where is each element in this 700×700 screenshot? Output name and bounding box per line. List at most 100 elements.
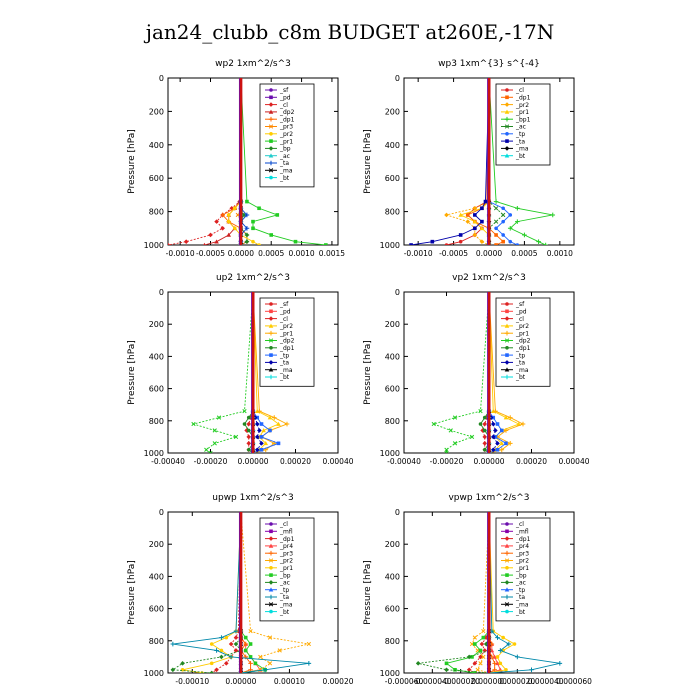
data-point [248, 655, 253, 659]
y-tick-label: 200 [385, 320, 400, 329]
y-tick-label: 0 [159, 508, 164, 517]
data-point [223, 661, 229, 666]
x-tick-label: 0.0005 [258, 249, 284, 258]
data-point [170, 641, 176, 647]
series-pr1 [240, 78, 328, 245]
data-point [508, 213, 513, 217]
series-line [488, 292, 499, 453]
y-tick-label: 200 [149, 107, 164, 116]
data-point [501, 219, 505, 224]
legend-label: _ma [515, 367, 529, 374]
x-tick-label: 0.0000 [476, 249, 502, 258]
y-axis-label: Pressure [hPa] [127, 129, 137, 194]
series-line [445, 512, 490, 673]
legend-label: _tp [515, 587, 525, 594]
y-tick-label: 600 [385, 605, 400, 614]
data-point [507, 226, 513, 231]
legend-label: _cl [279, 316, 288, 323]
legend-marker [505, 522, 509, 526]
series-line [471, 512, 490, 673]
data-point [470, 655, 474, 659]
data-point [481, 635, 486, 640]
data-point [204, 447, 209, 452]
legend-marker [268, 536, 274, 541]
legend-label: _pr1 [515, 565, 529, 572]
series-line [191, 292, 254, 453]
legend-label: _dp1 [279, 116, 295, 123]
figure-title: jan24_clubb_c8m BUDGET at260E,-17N [145, 20, 555, 44]
legend-label: _bt [279, 175, 290, 182]
legend-marker [505, 346, 509, 350]
series-line [204, 78, 242, 245]
legend-label: _ac [279, 153, 290, 160]
legend-marker [504, 367, 510, 372]
legend-label: _bt [515, 374, 526, 381]
legend-label: _bp [279, 572, 291, 579]
data-point [493, 408, 498, 414]
data-point [501, 212, 506, 218]
data-point [259, 435, 264, 439]
data-point [501, 635, 505, 640]
x-tick-label: 0.00010 [274, 677, 305, 686]
legend-box [259, 297, 315, 387]
legend-marker [504, 116, 510, 122]
y-tick-label: 1000 [380, 241, 400, 250]
chart-title: up2 1xm^2/s^3 [216, 273, 290, 283]
data-point [219, 635, 224, 640]
data-point [473, 213, 477, 217]
legend-marker [505, 566, 509, 570]
data-point [494, 226, 498, 231]
legend-marker [268, 124, 274, 129]
data-point [245, 199, 249, 204]
data-point [232, 206, 237, 211]
chart-panel-6: vpwp 1xm^2/s^3 Pressure [hPa] 0 200 400 600 80… [363, 493, 592, 686]
x-tick-label: -0.00040 [151, 457, 185, 466]
data-point [257, 408, 262, 414]
legend-marker [505, 309, 509, 314]
x-tick-label: 0.0005 [511, 249, 537, 258]
data-point [431, 421, 436, 427]
legend-marker [269, 302, 273, 306]
legend-marker [269, 346, 273, 350]
data-point [522, 232, 527, 238]
data-point [495, 661, 500, 666]
legend-label: _pr2 [515, 323, 529, 330]
data-point [473, 226, 477, 231]
legend-marker [269, 566, 273, 570]
data-point [498, 661, 503, 666]
legend-marker [504, 558, 510, 563]
y-tick-label: 800 [385, 208, 400, 217]
legend-marker [505, 353, 509, 357]
chart-title: upwp 1xm^2/s^3 [212, 493, 293, 503]
legend-label: _pr2 [279, 323, 293, 330]
legend: _cl_mfl_dp1_pr4_pr3_pr2_pr1_bp_ac_tp_ta_… [495, 517, 551, 622]
data-point [259, 422, 264, 426]
legend-label: _bt [515, 609, 526, 616]
legend-marker [268, 338, 274, 343]
legend-marker [504, 323, 510, 328]
data-point [494, 233, 498, 237]
data-point [444, 212, 449, 218]
legend-label: _ta [515, 594, 525, 601]
data-point [493, 219, 499, 224]
legend-marker [268, 102, 274, 107]
series-line [252, 292, 263, 453]
x-tick-label: -0.0010 [166, 249, 195, 258]
data-point [284, 421, 290, 427]
data-point [444, 447, 449, 452]
series-line [240, 512, 262, 673]
plot-frame [167, 77, 339, 246]
x-tick-label: 0.00020 [516, 457, 547, 466]
data-point [212, 428, 217, 433]
data-point [499, 441, 505, 446]
data-point [448, 428, 453, 433]
data-point [495, 447, 500, 452]
legend-label: _ma [515, 146, 529, 153]
legend-label: _dp1 [279, 536, 295, 543]
legend-marker [505, 139, 509, 143]
chart-title: wp3 1xm^{3} s^{-4} [438, 59, 540, 69]
data-point [515, 243, 520, 245]
data-point [478, 408, 483, 414]
series-line [221, 78, 248, 245]
series-pr1 [180, 512, 242, 673]
